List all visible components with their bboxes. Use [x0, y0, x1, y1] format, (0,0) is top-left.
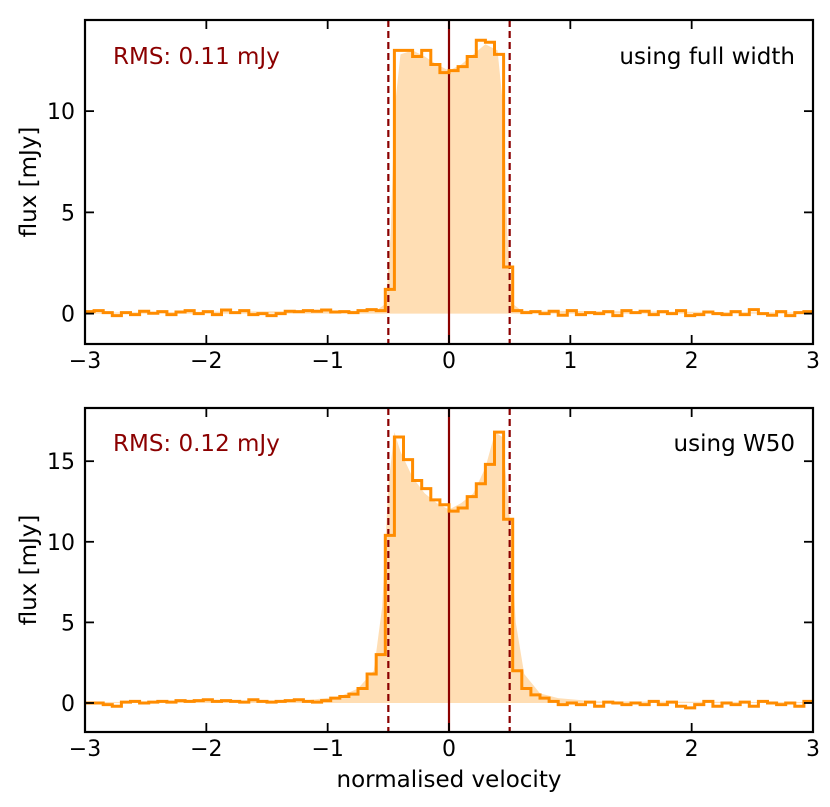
- x-tick-label: 3: [806, 349, 820, 374]
- panel-full-width: flux [mJy] RMS: 0.11 mJy using full widt…: [16, 18, 820, 374]
- x-tick-label: −1: [311, 349, 343, 374]
- y-axis-label: flux [mJy]: [16, 127, 42, 238]
- y-tick-label: 5: [61, 201, 75, 226]
- y-axis-label: flux [mJy]: [16, 515, 42, 626]
- x-tick-label: 0: [442, 737, 456, 762]
- x-tick-label: 0: [442, 349, 456, 374]
- x-tick-label: 1: [563, 737, 577, 762]
- x-tick-label: 3: [806, 737, 820, 762]
- x-tick-label: −1: [311, 737, 343, 762]
- x-axis-label: normalised velocity: [337, 767, 562, 793]
- method-annotation: using full width: [619, 44, 795, 70]
- x-tick-label: −3: [69, 349, 101, 374]
- x-tick-label: −2: [190, 349, 222, 374]
- rms-annotation: RMS: 0.12 mJy: [113, 431, 280, 457]
- panel-w50: flux [mJy] normalised velocity RMS: 0.12…: [16, 406, 820, 793]
- spectrum-step-line: [85, 38, 813, 318]
- y-tick-label: 0: [61, 303, 75, 328]
- x-tick-label: −2: [190, 737, 222, 762]
- x-tick-label: 1: [563, 349, 577, 374]
- x-tick-label: 2: [685, 349, 699, 374]
- y-tick-label: 10: [47, 531, 75, 556]
- x-tick-label: −3: [69, 737, 101, 762]
- y-tick-label: 15: [47, 450, 75, 475]
- x-tick-label: 2: [685, 737, 699, 762]
- y-tick-label: 10: [47, 100, 75, 125]
- y-tick-label: 5: [61, 611, 75, 636]
- method-annotation: using W50: [674, 431, 795, 457]
- rms-annotation: RMS: 0.11 mJy: [113, 44, 280, 70]
- spectrum-step-line: [85, 430, 813, 710]
- y-tick-label: 0: [61, 692, 75, 717]
